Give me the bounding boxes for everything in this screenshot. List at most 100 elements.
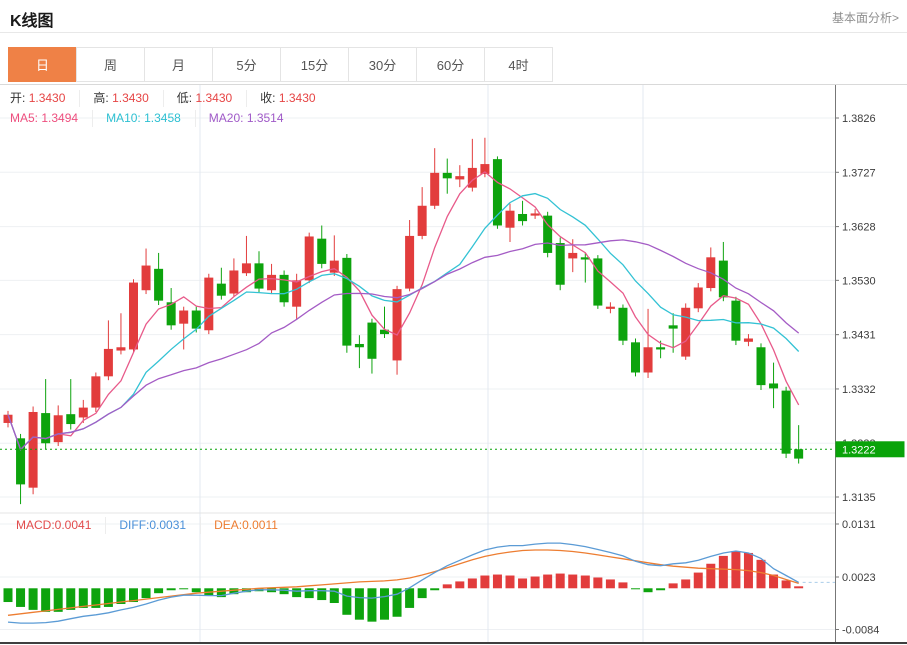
candle[interactable] (681, 303, 691, 360)
candle[interactable] (555, 237, 565, 291)
macd-bar (518, 578, 528, 589)
candle[interactable] (204, 273, 214, 335)
period-tab-bar: 日周月 5分 15分 30分 60分 4时 (8, 47, 553, 82)
tab-period-6[interactable]: 60分 (416, 47, 485, 82)
candle[interactable] (480, 137, 490, 178)
candle[interactable] (342, 254, 352, 353)
ohlc-info-row: 开: 1.3430 高: 1.3430 低: 1.3430 收: 1.3430 (10, 90, 343, 107)
macd-bar (129, 588, 138, 603)
candles-layer[interactable] (3, 137, 804, 505)
candle[interactable] (417, 187, 427, 240)
candle[interactable] (530, 209, 540, 219)
candle[interactable] (179, 306, 189, 350)
candle[interactable] (405, 220, 415, 292)
macd-bar (317, 588, 327, 601)
candle[interactable] (568, 239, 578, 273)
macd-bar (769, 574, 779, 589)
open-value: 1.3430 (28, 91, 66, 105)
macd-bar (492, 574, 502, 589)
candle[interactable] (166, 288, 176, 330)
candle[interactable] (455, 165, 465, 188)
ohlc-open: 开: 1.3430 (10, 90, 81, 107)
candle[interactable] (593, 255, 603, 309)
candle[interactable] (769, 362, 779, 409)
candle[interactable] (53, 405, 63, 446)
candle[interactable] (430, 148, 440, 210)
tab-period-0[interactable]: 日 (8, 47, 77, 82)
candle[interactable] (78, 399, 88, 423)
macd-bar (91, 588, 101, 608)
candle[interactable] (756, 343, 766, 391)
candle[interactable] (191, 306, 201, 333)
candle[interactable] (129, 279, 138, 353)
candle[interactable] (731, 296, 741, 346)
macd-bar (555, 573, 565, 589)
macd-bar (191, 588, 201, 593)
candle[interactable] (467, 138, 477, 192)
tab-period-1[interactable]: 周 (76, 47, 145, 82)
macd-bar (141, 588, 151, 599)
macd-bar (279, 588, 289, 595)
tab-period-2[interactable]: 月 (144, 47, 213, 82)
candle[interactable] (618, 304, 628, 346)
fundamental-analysis-link[interactable]: 基本面分析> (831, 11, 899, 25)
candle[interactable] (781, 386, 791, 459)
price-axis-label: 1.3431 (842, 330, 876, 342)
macd-info-row: MACD:0.0041 DIFF:0.0031 DEA:0.0011 (16, 517, 305, 534)
macd-bar (693, 572, 703, 589)
candle[interactable] (16, 433, 26, 505)
candle[interactable] (518, 200, 528, 226)
tab-period-3[interactable]: 5分 (212, 47, 281, 82)
candle[interactable] (643, 308, 653, 378)
candle[interactable] (392, 285, 402, 375)
candle[interactable] (216, 267, 226, 300)
candle[interactable] (229, 258, 239, 297)
macd-bar (430, 588, 440, 591)
kline-chart[interactable]: 1.3826 1.3727 1.3628 1.3530 1.3431 1.3332 1.32… (0, 84, 907, 645)
candle[interactable] (304, 232, 314, 284)
macd-bar (304, 588, 314, 599)
candle[interactable] (3, 410, 13, 428)
candle[interactable] (141, 248, 151, 295)
candle[interactable] (317, 225, 327, 269)
candle[interactable] (492, 156, 502, 229)
candle[interactable] (91, 372, 101, 412)
candle[interactable] (718, 241, 728, 302)
candle[interactable] (66, 379, 76, 430)
tab-period-7[interactable]: 4时 (484, 47, 553, 82)
tab-period-4[interactable]: 15分 (280, 47, 349, 82)
candle[interactable] (254, 251, 264, 293)
candle[interactable] (668, 313, 678, 353)
candle[interactable] (580, 252, 590, 283)
candle[interactable] (354, 335, 364, 369)
candle[interactable] (743, 334, 753, 347)
macd-bar (166, 588, 176, 591)
candle[interactable] (241, 235, 251, 276)
tab-period-5[interactable]: 30分 (348, 47, 417, 82)
candle[interactable] (116, 313, 126, 355)
candle[interactable] (442, 158, 452, 194)
candle[interactable] (543, 211, 553, 258)
macd-bar (706, 563, 716, 589)
candle[interactable] (693, 283, 703, 313)
candle[interactable] (605, 302, 615, 314)
macd-bar (530, 576, 540, 589)
macd-bar (568, 574, 578, 589)
ma20-legend: MA20: 1.3514 (208, 111, 284, 125)
candle[interactable] (28, 406, 38, 495)
page-title: K线图 (10, 13, 54, 30)
candle[interactable] (41, 379, 51, 450)
macd-bar (3, 588, 13, 603)
candle[interactable] (794, 425, 804, 464)
macd-bar (618, 582, 628, 589)
candle[interactable] (154, 252, 164, 306)
candle[interactable] (505, 203, 515, 242)
candle[interactable] (631, 338, 640, 377)
candle[interactable] (380, 306, 389, 338)
candle[interactable] (367, 318, 377, 374)
macd-bar (467, 578, 477, 589)
candle[interactable] (103, 320, 113, 381)
candle[interactable] (279, 270, 289, 307)
macd-bar (781, 580, 791, 589)
candle[interactable] (706, 247, 716, 292)
